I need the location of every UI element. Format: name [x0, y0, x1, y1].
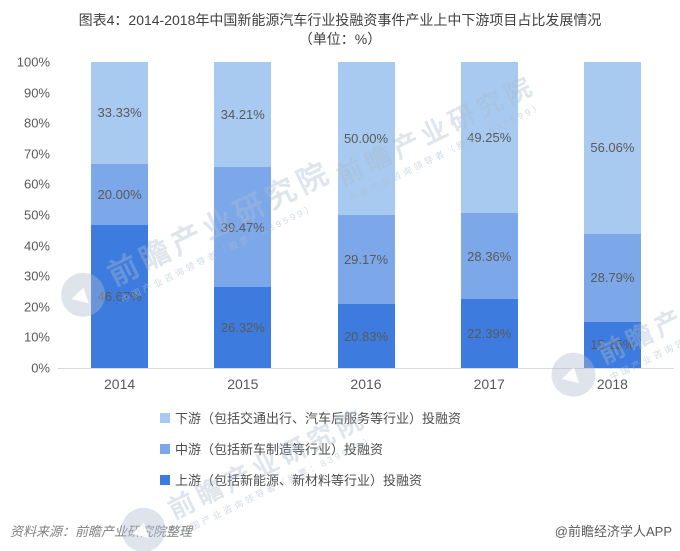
- y-tick-label: 0%: [31, 360, 50, 376]
- x-tick-label: 2018: [596, 376, 628, 392]
- bar-segment: 49.25%: [460, 62, 518, 213]
- bar-segment: 56.06%: [583, 62, 641, 234]
- data-label: 50.00%: [343, 131, 389, 146]
- y-tick-label: 30%: [23, 268, 50, 284]
- data-label: 46.67%: [97, 289, 142, 305]
- x-tick-label: 2017: [473, 376, 505, 392]
- bar-column: 34.21% 39.47% 26.32%: [181, 62, 304, 368]
- legend-label: 下游（包括交通出行、汽车后服务等行业）投融资: [175, 411, 462, 426]
- bar-segment: 15.15%: [583, 321, 641, 368]
- bar-segment: 22.39%: [460, 299, 518, 368]
- bar-column: 33.33% 20.00% 46.67%: [58, 62, 181, 368]
- stacked-bar: 56.06% 28.79% 15.15%: [583, 62, 641, 368]
- bar-column: 49.25% 28.36% 22.39%: [428, 62, 551, 368]
- bar-segment: 29.17%: [337, 215, 395, 305]
- y-axis: 100% 90% 80% 70% 60% 50% 40% 30% 20% 10% 0%: [8, 55, 58, 376]
- data-label: 20.83%: [343, 328, 389, 344]
- x-tick-label: 2014: [104, 376, 136, 392]
- bars-container: 33.33% 20.00% 46.67% 34.21% 39.47% 26.32% 50.0…: [58, 62, 674, 368]
- stacked-bar: 49.25% 28.36% 22.39%: [460, 62, 518, 368]
- y-tick-label: 40%: [23, 238, 50, 254]
- bar-segment: 20.00%: [91, 163, 149, 226]
- data-label: 33.33%: [97, 105, 142, 121]
- data-label: 56.06%: [590, 140, 635, 156]
- bar-column: 50.00% 29.17% 20.83%: [304, 62, 427, 368]
- legend-label: 上游（包括新能源、新材料等行业）投融资: [175, 473, 423, 488]
- data-label: 39.47%: [220, 219, 265, 235]
- legend-swatch: [160, 412, 170, 423]
- data-label: 22.39%: [467, 326, 512, 342]
- bar-segment: 28.79%: [583, 233, 641, 322]
- bar-segment: 33.33%: [91, 62, 149, 164]
- legend-item: 中游（包括新车制造等行业）投融资: [160, 439, 680, 458]
- legend: 下游（包括交通出行、汽车后服务等行业）投融资 中游（包括新车制造等行业）投融资上游…: [160, 408, 680, 489]
- stacked-bar: 33.33% 20.00% 46.67%: [91, 62, 149, 368]
- bar-column: 56.06% 28.79% 15.15%: [551, 62, 674, 368]
- data-label: 29.17%: [343, 252, 389, 268]
- legend-label: 中游（包括新车制造等行业）投融资: [175, 442, 384, 457]
- bar-segment: 34.21%: [214, 62, 272, 167]
- x-tick-label: 2015: [227, 376, 259, 392]
- data-label: 15.15%: [590, 337, 635, 353]
- data-label: 20.00%: [97, 187, 142, 203]
- bar-segment: 20.83%: [337, 304, 395, 368]
- legend-swatch: [160, 443, 170, 454]
- attribution: @前瞻经济学人APP: [554, 524, 672, 539]
- stacked-bar-chart: 100% 90% 80% 70% 60% 50% 40% 30% 20% 10% 0% 33.33%…: [8, 55, 674, 376]
- y-tick-label: 90%: [23, 85, 50, 101]
- chart-title: 图表4：2014-2018年中国新能源汽车行业投融资事件产业上中下游项目占比发展…: [0, 0, 680, 49]
- plot-area: 33.33% 20.00% 46.67% 34.21% 39.47% 26.32% 50.0…: [58, 62, 674, 369]
- data-label: 28.36%: [467, 248, 512, 264]
- y-tick-label: 100%: [16, 54, 50, 70]
- bar-segment: 46.67%: [91, 225, 149, 368]
- data-label: 26.32%: [220, 320, 265, 336]
- x-tick-label: 2016: [350, 376, 382, 392]
- legend-item: 下游（包括交通出行、汽车后服务等行业）投融资: [160, 408, 680, 427]
- data-label: 49.25%: [467, 129, 512, 145]
- bar-segment: 28.36%: [460, 212, 518, 300]
- y-tick-label: 80%: [23, 115, 50, 131]
- chart-title-line1: 图表4：2014-2018年中国新能源汽车行业投融资事件产业上中下游项目占比发展…: [78, 12, 602, 28]
- y-tick-label: 10%: [23, 329, 50, 345]
- y-tick-label: 70%: [23, 146, 50, 162]
- bar-segment: 50.00%: [337, 62, 395, 215]
- stacked-bar: 50.00% 29.17% 20.83%: [337, 62, 395, 368]
- y-tick-label: 50%: [23, 207, 50, 223]
- data-label: 34.21%: [220, 106, 265, 122]
- y-tick-label: 60%: [23, 176, 50, 192]
- bar-segment: 26.32%: [214, 287, 272, 368]
- data-label: 28.79%: [590, 270, 635, 286]
- x-axis: 2014 2015 2016 2017 2018: [58, 376, 674, 392]
- stacked-bar: 34.21% 39.47% 26.32%: [214, 62, 272, 368]
- chart-title-unit: （单位：%）: [298, 31, 382, 47]
- source-note: 资料来源：前瞻产业研究院整理: [10, 524, 193, 539]
- legend-item: 上游（包括新能源、新材料等行业）投融资: [160, 470, 680, 489]
- y-tick-label: 20%: [23, 299, 50, 315]
- legend-swatch: [160, 474, 170, 485]
- bar-segment: 39.47%: [214, 166, 272, 288]
